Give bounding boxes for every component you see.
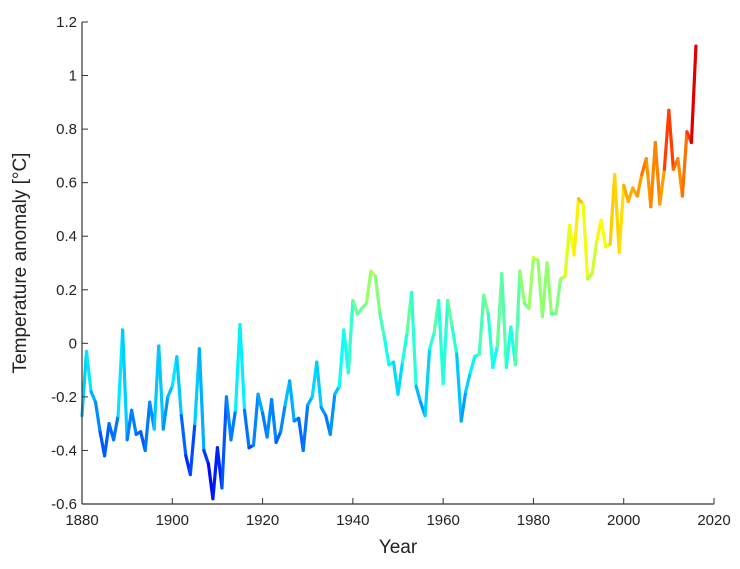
line-segment-1987 [565,226,570,277]
x-axis-label: Year [379,537,418,558]
line-segment-1907 [204,450,209,463]
line-segment-2003 [637,175,642,196]
line-segment-1894 [145,402,150,450]
x-tick-label: 1940 [336,512,369,529]
line-segment-1922 [272,400,277,443]
line-segment-2015 [691,46,696,142]
line-segment-2010 [669,110,674,169]
line-segment-1904 [190,424,195,475]
line-segment-1883 [96,402,101,431]
line-segment-1926 [290,381,295,421]
y-tick-label: 1.2 [56,14,77,31]
line-segment-1882 [91,392,96,403]
line-segment-1976 [515,271,520,365]
line-segment-1915 [240,325,245,411]
line-segment-1946 [380,314,385,338]
line-segment-1945 [375,276,380,313]
line-segment-1951 [403,333,408,362]
line-segment-1954 [416,386,421,402]
line-segment-1968 [479,295,484,354]
x-tick-label: 1980 [517,512,550,529]
line-segment-1897 [159,346,164,429]
line-segment-1880 [82,351,87,415]
line-segment-1916 [245,410,250,447]
line-segment-1911 [222,397,227,488]
line-segment-1985 [556,279,561,314]
line-segment-2008 [660,169,665,204]
line-segment-1977 [520,271,525,303]
line-segment-1966 [470,357,475,373]
y-tick-label: 0.8 [56,121,77,138]
y-tick-label: 1 [69,68,77,85]
line-segment-1887 [114,416,119,440]
line-segment-1993 [592,242,597,274]
line-segment-1881 [87,351,92,391]
line-segment-1939 [348,300,353,372]
line-segment-1964 [461,392,466,421]
line-segment-1979 [529,258,534,309]
y-tick-label: 0.4 [56,228,77,245]
line-segment-1983 [547,263,552,314]
line-segment-2013 [682,132,687,196]
line-segment-1965 [466,373,471,392]
anomaly-series-line [82,46,696,499]
line-segment-2007 [655,143,660,205]
line-segment-1943 [366,271,371,303]
y-tick-label: 0 [69,335,77,352]
line-segment-1932 [317,362,322,408]
x-tick-label: 1900 [156,512,189,529]
line-segment-1899 [168,386,173,397]
line-segment-1923 [276,432,281,443]
line-segment-1956 [425,349,430,416]
y-tick-label: -0.2 [51,389,77,406]
line-segment-1885 [105,424,110,456]
line-segment-1995 [601,220,606,247]
line-segment-1902 [181,416,186,456]
line-segment-1929 [303,405,308,451]
y-axis-label: Temperature anomaly [°C] [10,153,31,374]
line-segment-1901 [177,357,182,416]
line-segment-1991 [583,204,588,279]
line-segment-1973 [502,274,507,368]
line-segment-1963 [457,354,462,421]
line-segment-1960 [443,300,448,383]
y-tick-label: -0.6 [51,496,77,513]
line-segment-1935 [330,394,335,434]
line-segment-1906 [199,349,204,451]
line-segment-1989 [574,199,579,255]
line-segment-1912 [226,397,231,440]
line-segment-1970 [488,314,493,368]
line-segment-1999 [619,185,624,252]
line-segment-1961 [448,300,453,327]
y-tick-label: 0.6 [56,175,77,192]
y-tick-label: -0.4 [51,442,77,459]
line-segment-1957 [430,333,435,349]
line-segment-1913 [231,410,236,439]
x-tick-label: 1880 [65,512,98,529]
line-segment-1919 [258,394,263,413]
line-segment-1898 [163,397,168,429]
line-segment-1962 [452,327,457,354]
line-segment-1971 [493,346,498,367]
y-tick-label: 0.2 [56,282,77,299]
line-segment-1891 [132,410,137,434]
line-segment-1918 [254,394,259,445]
line-segment-1953 [412,292,417,386]
x-tick-label: 2020 [697,512,730,529]
x-tick-label: 2000 [607,512,640,529]
line-segment-1889 [123,330,128,440]
line-segment-1924 [281,405,286,432]
line-segment-1950 [398,362,403,394]
x-tick-label: 1920 [246,512,279,529]
x-tick-label: 1960 [426,512,459,529]
line-segment-1969 [484,295,489,314]
line-segment-1947 [384,338,389,365]
